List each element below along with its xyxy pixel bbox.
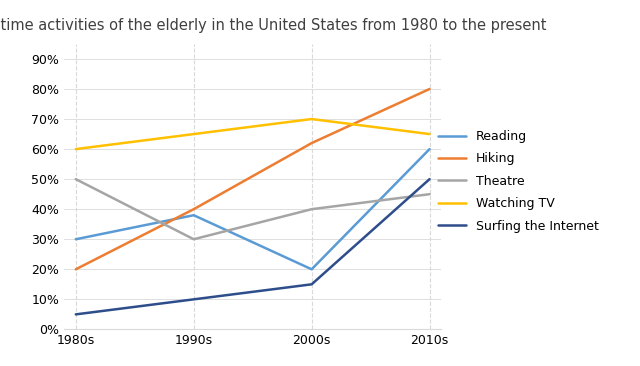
Theatre (72, 177, 79, 181)
Surfing the Internet (426, 177, 433, 181)
Theatre (308, 207, 316, 212)
Reading (190, 213, 198, 217)
Legend: Reading, Hiking, Theatre, Watching TV, Surfing the Internet: Reading, Hiking, Theatre, Watching TV, S… (438, 130, 598, 233)
Line: Theatre: Theatre (76, 179, 429, 239)
Text: Free time activities of the elderly in the United States from 1980 to the presen: Free time activities of the elderly in t… (0, 18, 547, 33)
Surfing the Internet (308, 282, 316, 287)
Line: Hiking: Hiking (76, 89, 429, 269)
Surfing the Internet (190, 297, 198, 302)
Theatre (190, 237, 198, 242)
Watching TV (190, 132, 198, 136)
Line: Surfing the Internet: Surfing the Internet (76, 179, 429, 314)
Watching TV (308, 117, 316, 121)
Hiking (72, 267, 79, 272)
Watching TV (72, 147, 79, 151)
Hiking (426, 87, 433, 91)
Theatre (426, 192, 433, 197)
Watching TV (426, 132, 433, 136)
Line: Watching TV: Watching TV (76, 119, 429, 149)
Reading (72, 237, 79, 242)
Reading (308, 267, 316, 272)
Reading (426, 147, 433, 151)
Line: Reading: Reading (76, 149, 429, 269)
Surfing the Internet (72, 312, 79, 317)
Hiking (190, 207, 198, 212)
Hiking (308, 141, 316, 145)
